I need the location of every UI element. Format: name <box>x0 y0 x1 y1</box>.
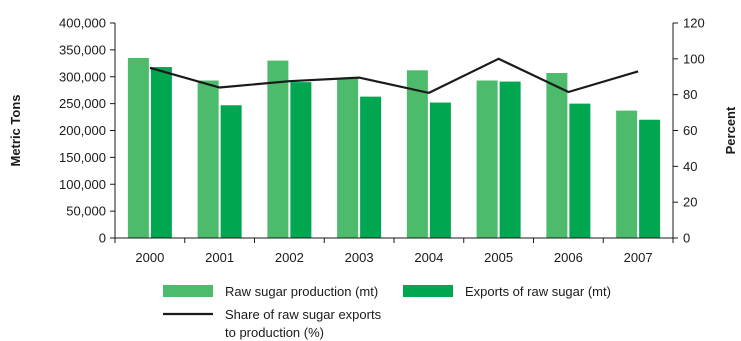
bar-exports-2002 <box>290 82 312 238</box>
legend-label-exports: Exports of raw sugar (mt) <box>465 284 611 299</box>
x-tick-label: 2003 <box>345 250 374 265</box>
y-axis-title-right: Percent <box>723 106 738 154</box>
y-tick-label-left: 250,000 <box>59 96 106 111</box>
y-tick-label-right: 20 <box>683 195 697 210</box>
x-tick-label: 2000 <box>135 250 164 265</box>
legend-swatch-exports <box>403 285 453 297</box>
bar-production-2001 <box>197 80 219 238</box>
bar-exports-2005 <box>499 81 521 239</box>
legend-label-production: Raw sugar production (mt) <box>225 284 378 299</box>
y-tick-label-left: 350,000 <box>59 42 106 57</box>
y-tick-label-right: 80 <box>683 87 697 102</box>
y-tick-label-right: 0 <box>683 231 690 246</box>
x-tick-label: 2005 <box>484 250 513 265</box>
line-share <box>149 57 639 95</box>
y-tick-label-left: 200,000 <box>59 123 106 138</box>
bar-production-2002 <box>267 60 289 238</box>
y-tick-label-left: 0 <box>99 231 106 246</box>
bar-production-2004 <box>406 70 428 238</box>
y-tick-label-right: 100 <box>683 51 705 66</box>
x-tick-label: 2002 <box>275 250 304 265</box>
bar-production-2006 <box>546 72 568 238</box>
y-tick-label-right: 60 <box>683 123 697 138</box>
bar-exports-2000 <box>150 67 172 238</box>
bar-exports-2007 <box>639 119 661 238</box>
bar-exports-2006 <box>569 103 591 238</box>
bar-production-2003 <box>337 78 359 238</box>
y-tick-label-left: 100,000 <box>59 177 106 192</box>
bar-exports-2001 <box>220 105 242 238</box>
y-tick-label-left: 300,000 <box>59 69 106 84</box>
bar-production-2000 <box>127 57 149 238</box>
bar-production-2005 <box>476 80 498 238</box>
x-tick-label: 2007 <box>624 250 653 265</box>
x-tick-label: 2006 <box>554 250 583 265</box>
y-tick-label-right: 40 <box>683 159 697 174</box>
x-tick-label: 2001 <box>205 250 234 265</box>
legend-label-share-line2: to production (%) <box>225 325 324 340</box>
legend-swatch-production <box>163 285 213 297</box>
y-tick-label-left: 50,000 <box>66 204 106 219</box>
legend-label-share-line1: Share of raw sugar exports <box>225 307 382 322</box>
y-tick-label-left: 150,000 <box>59 150 106 165</box>
bar-exports-2003 <box>360 96 382 238</box>
y-axis-title-left: Metric Tons <box>8 95 23 167</box>
bar-exports-2004 <box>429 102 451 238</box>
x-tick-label: 2004 <box>414 250 443 265</box>
y-tick-label-left: 400,000 <box>59 16 106 31</box>
y-tick-label-right: 120 <box>683 16 705 31</box>
bar-production-2007 <box>616 110 638 238</box>
